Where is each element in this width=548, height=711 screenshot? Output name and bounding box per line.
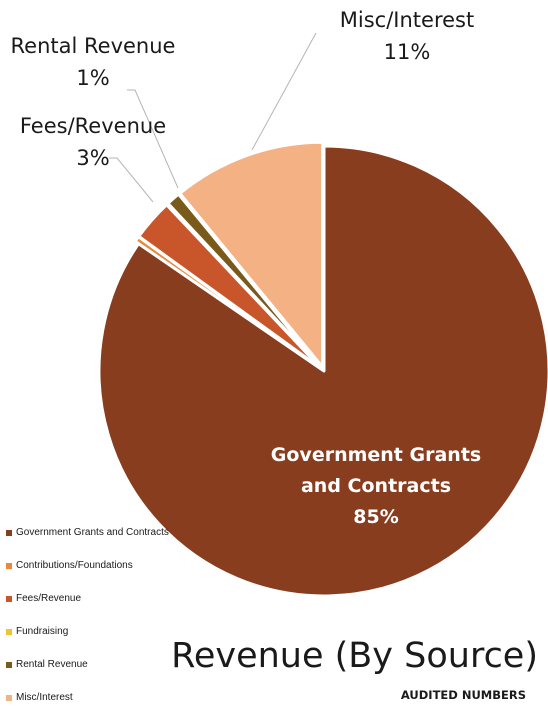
legend-item-contributions: Contributions/Foundations [6, 560, 176, 572]
legend-swatch [6, 662, 12, 668]
legend-label: Fundraising [16, 626, 69, 637]
legend-swatch [6, 629, 12, 635]
chart-title: Revenue (By Source) [171, 636, 538, 676]
fees-leader-line [109, 157, 154, 203]
legend-item-misc: Misc/Interest [6, 692, 176, 704]
legend-item-rental: Rental Revenue [6, 659, 176, 671]
legend-item-fees: Fees/Revenue [6, 593, 176, 605]
gov-data-label-line1: Government Grants [270, 444, 482, 466]
rental-callout-name: Rental Revenue [10, 34, 176, 58]
legend-swatch [6, 596, 12, 602]
gov-data-label-line2: and Contracts [300, 475, 451, 497]
fees-callout-name: Fees/Revenue [19, 114, 167, 138]
legend-label: Contributions/Foundations [16, 560, 133, 571]
fees-callout-pct: 3% [76, 146, 110, 170]
rental-leader-line [127, 89, 179, 189]
rental-callout: Rental Revenue 1% [0, 30, 186, 94]
misc-callout-name: Misc/Interest [339, 8, 475, 32]
misc-callout-pct: 11% [383, 40, 431, 64]
legend-label: Rental Revenue [16, 659, 88, 670]
pie-slice-misc-interest [178, 140, 325, 369]
gov-data-label-pct: 85% [353, 506, 399, 528]
pie-slice-government-grants-and-contracts [97, 144, 548, 598]
legend-label: Fees/Revenue [16, 593, 82, 604]
rental-callout-pct: 1% [76, 66, 110, 90]
legend-item-government: Government Grants and Contracts [6, 527, 176, 539]
legend-label: Misc/Interest [16, 692, 73, 703]
legend-swatch [6, 563, 12, 569]
misc-callout: Misc/Interest 11% [312, 4, 502, 68]
chart-subtitle: AUDITED NUMBERS [400, 688, 526, 702]
legend-item-fundraising: Fundraising [6, 626, 176, 638]
gov-data-label: Government Grants and Contracts 85% [260, 440, 492, 533]
legend-swatch [6, 530, 12, 536]
fees-callout: Fees/Revenue 3% [0, 110, 186, 174]
legend-label: Government Grants and Contracts [16, 527, 169, 538]
legend-swatch [6, 695, 12, 701]
misc-leader-line [251, 32, 317, 151]
